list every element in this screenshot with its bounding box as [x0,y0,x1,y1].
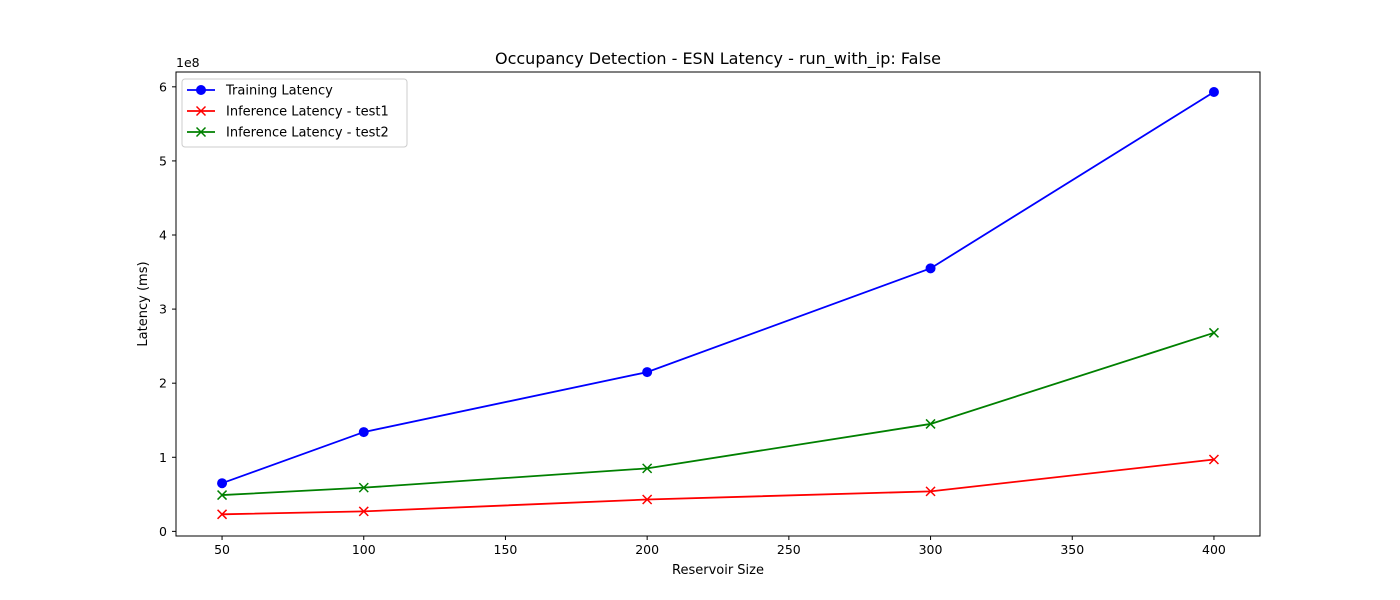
series-line [221,91,1215,485]
legend-item: Inference Latency - test2 [187,126,389,141]
legend-label: Training Latency [225,84,333,99]
x-tick-label: 150 [494,542,518,557]
data-point [1208,87,1219,98]
data-point [358,506,369,517]
data-point [642,367,653,378]
legend-label: Inference Latency - test2 [226,126,389,141]
y-tick-label: 6 [159,79,167,94]
y-tick-label: 4 [159,228,167,243]
legend-label: Inference Latency - test1 [226,105,389,120]
x-axis-label: Reservoir Size [672,563,764,578]
legend-box [181,78,408,148]
y-axis-ticks: 0 1 2 3 4 5 6 [159,79,176,539]
plot-frame [175,71,1261,537]
y-tick-label: 3 [159,302,167,317]
data-point [217,509,228,520]
data-point [642,494,653,505]
data-point [358,482,369,493]
data-point [1208,454,1219,465]
data-point [358,427,369,438]
y-tick-label: 2 [159,376,167,391]
data-point [1208,327,1219,338]
plot-area [217,87,1219,520]
x-tick-label: 350 [1060,542,1084,557]
legend-marker [196,85,206,95]
legend-marker [195,105,207,117]
legend: Training Latency Inference Latency - test… [181,78,408,148]
legend-item: Training Latency [187,84,333,99]
x-tick-label: 400 [1202,542,1226,557]
x-tick-label: 50 [214,542,230,557]
series-1 [217,87,1219,489]
legend-item: Inference Latency - test1 [187,105,389,120]
x-tick-label: 250 [777,542,801,557]
data-point [642,463,653,474]
y-tick-label: 5 [159,153,167,168]
x-axis-ticks: 50 100 150 200 250 300 350 400 [214,536,1226,557]
y-tick-label: 0 [159,524,167,539]
data-point [925,418,936,429]
legend-marker [195,126,207,138]
series-line [222,331,1215,496]
chart-title: Occupancy Detection - ESN Latency - run_… [495,49,941,69]
data-point [925,486,936,497]
y-axis-multiplier: 1e8 [176,55,200,70]
x-tick-label: 100 [352,542,376,557]
y-tick-label: 1 [159,450,167,465]
series-3 [217,327,1219,501]
x-tick-label: 300 [919,542,943,557]
data-point [925,263,936,274]
data-point [217,490,228,501]
series-2 [217,454,1219,520]
x-tick-label: 200 [635,542,659,557]
y-axis-label: Latency (ms) [136,261,151,346]
data-point [217,478,228,489]
